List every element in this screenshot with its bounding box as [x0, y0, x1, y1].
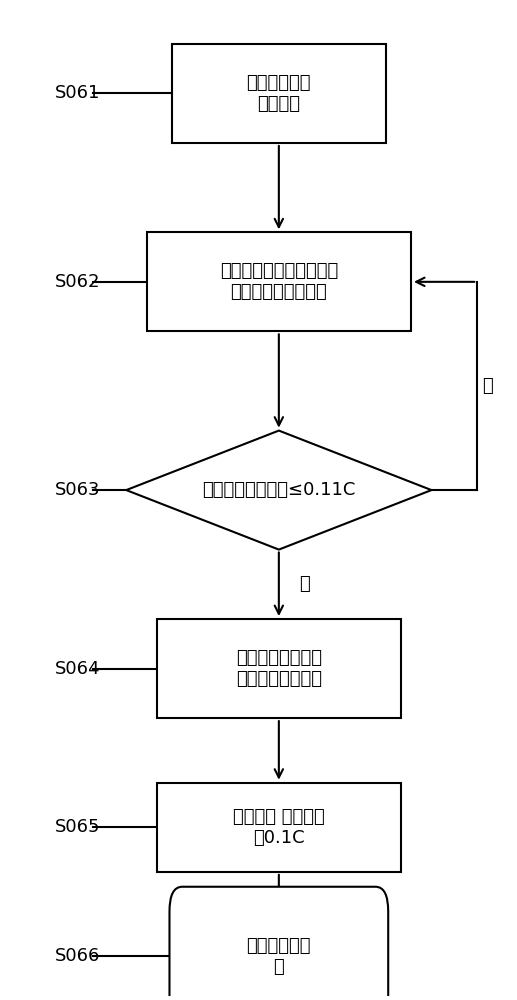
Text: 保持开关电源
输出功率: 保持开关电源 输出功率 [247, 74, 311, 113]
Text: S064: S064 [55, 660, 100, 678]
Text: 变频发电机组降速，使开
关电源充电电流下降: 变频发电机组降速，使开 关电源充电电流下降 [220, 262, 338, 301]
Text: 否: 否 [482, 377, 493, 395]
FancyBboxPatch shape [172, 44, 386, 143]
FancyBboxPatch shape [157, 783, 401, 872]
Text: S066: S066 [55, 947, 100, 965]
Polygon shape [126, 431, 432, 550]
FancyBboxPatch shape [157, 619, 401, 718]
FancyBboxPatch shape [170, 887, 388, 1000]
FancyBboxPatch shape [147, 232, 411, 331]
Text: S063: S063 [55, 481, 100, 499]
Text: S061: S061 [55, 84, 100, 102]
Text: 保存当前变频发电
机组转速为保存值: 保存当前变频发电 机组转速为保存值 [236, 649, 322, 688]
Text: 开关电源充电电流≤0.11C: 开关电源充电电流≤0.11C [202, 481, 356, 499]
Text: 是: 是 [299, 575, 310, 593]
Text: 结束自适应降
速: 结束自适应降 速 [247, 937, 311, 976]
Text: 开关电源 主动限流
至0.1C: 开关电源 主动限流 至0.1C [233, 808, 325, 847]
Text: S062: S062 [55, 273, 100, 291]
Text: S065: S065 [55, 818, 100, 836]
